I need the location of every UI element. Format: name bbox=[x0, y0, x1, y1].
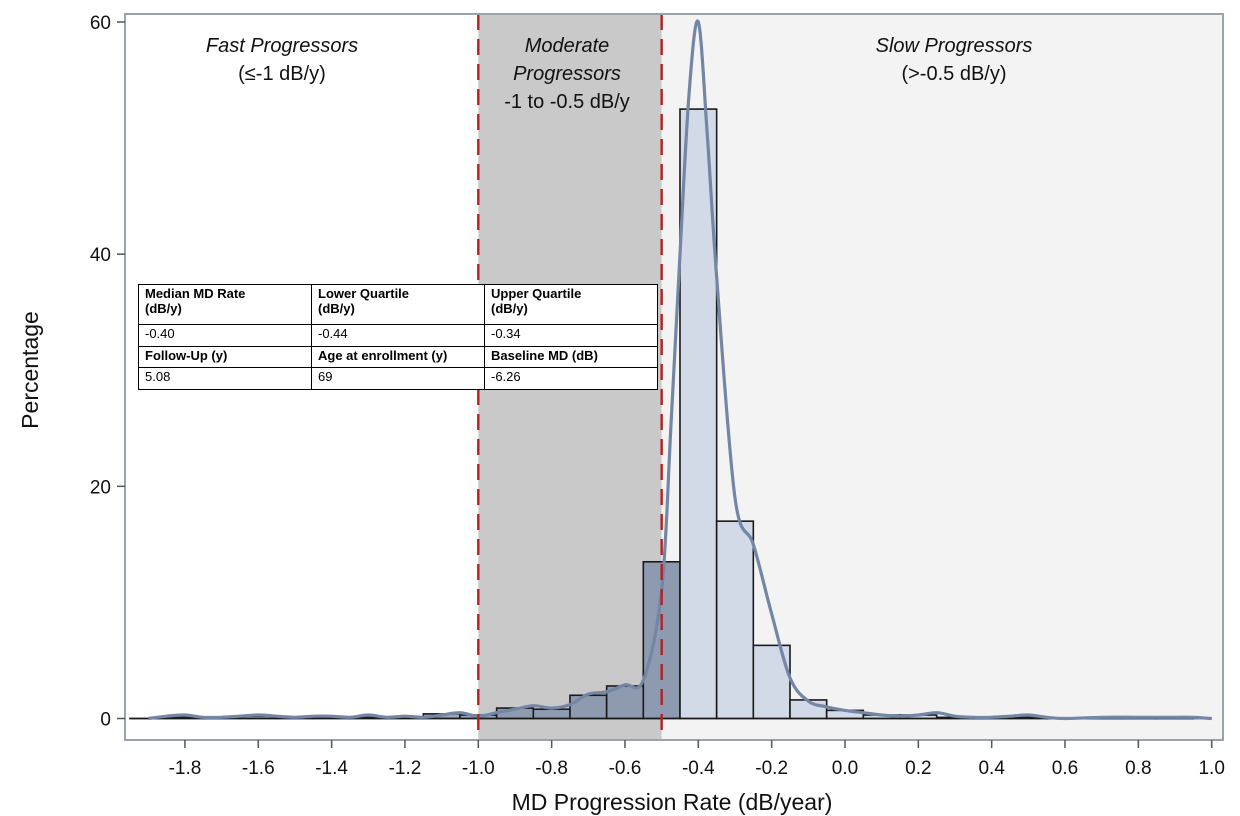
table-row: -0.40 -0.44 -0.34 bbox=[138, 323, 658, 347]
y-tick-label: 60 bbox=[90, 13, 111, 34]
x-tick-label: 0.2 bbox=[905, 758, 931, 779]
table-cell: 69 bbox=[311, 367, 485, 390]
plot-border bbox=[124, 13, 1224, 741]
plot-frame bbox=[124, 13, 1224, 741]
table-row: Follow-Up (y) Age at enrollment (y) Base… bbox=[138, 345, 658, 369]
x-tick-label: -1.8 bbox=[169, 758, 202, 779]
region-fast-title: Fast Progressors bbox=[206, 35, 358, 57]
x-tick-label: -1.0 bbox=[462, 758, 495, 779]
histogram-bar bbox=[715, 520, 755, 720]
table-cell: Median MD Rate (dB/y) bbox=[138, 284, 312, 325]
region-moderate-subtitle: -1 to -0.5 dB/y bbox=[504, 91, 630, 113]
y-tick-label: 20 bbox=[90, 477, 111, 498]
summary-statistics-table: Median MD Rate (dB/y) Lower Quartile (dB… bbox=[138, 284, 658, 390]
density-curve bbox=[148, 19, 1212, 721]
x-tick-label: -1.6 bbox=[242, 758, 275, 779]
table-cell: -0.34 bbox=[484, 323, 658, 347]
x-tick-label: -1.2 bbox=[389, 758, 422, 779]
region-fast-subtitle: (≤-1 dB/y) bbox=[238, 63, 326, 85]
table-cell: Baseline MD (dB) bbox=[484, 345, 658, 369]
y-tick-label: 40 bbox=[90, 245, 111, 266]
region-moderate-title-line2: Progressors bbox=[513, 63, 621, 85]
x-tick-label: -0.6 bbox=[609, 758, 642, 779]
region-moderate-title: Moderate bbox=[525, 35, 610, 57]
table-cell: Follow-Up (y) bbox=[138, 345, 312, 369]
x-tick-label: 0.4 bbox=[978, 758, 1005, 779]
axes: -1.8 -1.6 -1.4 -1.2 -1.0 -0.8 -0.6 -0.4 -0.2 0.0 0… bbox=[90, 13, 1225, 779]
y-axis-title: Percentage bbox=[17, 311, 43, 429]
table-cell: Lower Quartile (dB/y) bbox=[311, 284, 485, 325]
histogram-bar bbox=[532, 708, 571, 720]
x-tick-label: -0.4 bbox=[682, 758, 715, 779]
table-cell: 5.08 bbox=[138, 367, 312, 390]
table-cell: -0.40 bbox=[138, 323, 312, 347]
x-tick-label: -0.8 bbox=[535, 758, 568, 779]
table-row: 5.08 69 -6.26 bbox=[138, 367, 658, 390]
x-tick-label: 0.0 bbox=[832, 758, 858, 779]
region-slow-title: Slow Progressors bbox=[876, 35, 1033, 57]
density-curve-layer bbox=[148, 19, 1212, 721]
region-slow-subtitle: (>-0.5 dB/y) bbox=[901, 63, 1006, 85]
x-tick-label: -0.2 bbox=[755, 758, 788, 779]
x-axis-title: MD Progression Rate (dB/year) bbox=[512, 789, 833, 815]
table-cell: -0.44 bbox=[311, 323, 485, 347]
x-tick-label: 1.0 bbox=[1198, 758, 1224, 779]
table-cell: Upper Quartile (dB/y) bbox=[484, 284, 658, 325]
table-row: Median MD Rate (dB/y) Lower Quartile (dB… bbox=[138, 284, 658, 325]
region-slow-background bbox=[661, 14, 1223, 740]
y-tick-label: 0 bbox=[100, 710, 111, 731]
x-tick-label: 0.8 bbox=[1125, 758, 1151, 779]
table-cell: Age at enrollment (y) bbox=[311, 345, 485, 369]
x-tick-label: -1.4 bbox=[315, 758, 348, 779]
table-cell: -6.26 bbox=[484, 367, 658, 390]
histogram-bar bbox=[569, 694, 608, 720]
x-tick-label: 0.6 bbox=[1052, 758, 1078, 779]
